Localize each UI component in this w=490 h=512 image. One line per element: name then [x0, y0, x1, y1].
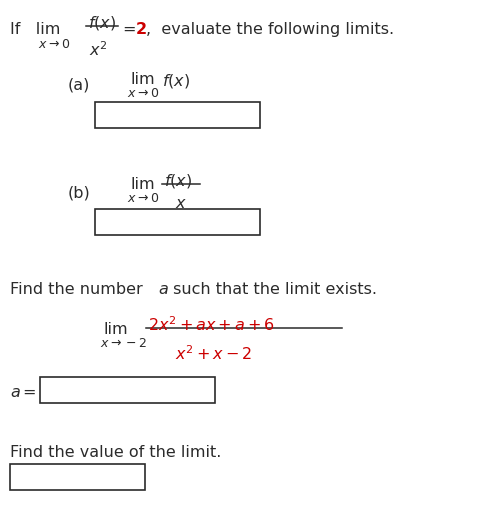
Text: $x^2$: $x^2$: [89, 40, 108, 59]
Text: Find the number: Find the number: [10, 282, 148, 297]
Text: $x$: $x$: [175, 196, 187, 211]
Text: $f(x)$: $f(x)$: [88, 14, 116, 32]
Text: $x \rightarrow 0$: $x \rightarrow 0$: [127, 192, 159, 205]
Text: If   lim: If lim: [10, 22, 60, 37]
Text: $x \rightarrow -2$: $x \rightarrow -2$: [100, 337, 147, 350]
Text: (b): (b): [68, 185, 91, 200]
Bar: [95, 209, 260, 235]
Text: 2: 2: [136, 22, 147, 37]
Text: $2x^2 + ax + a + 6$: $2x^2 + ax + a + 6$: [148, 315, 275, 334]
Text: lim: lim: [130, 177, 155, 192]
Text: (a): (a): [68, 78, 90, 93]
Text: $a$: $a$: [10, 385, 21, 400]
Text: such that the limit exists.: such that the limit exists.: [168, 282, 377, 297]
Text: $a$: $a$: [158, 282, 169, 297]
Bar: [10, 464, 145, 490]
Text: $f(x)$: $f(x)$: [162, 72, 190, 90]
Text: =: =: [22, 385, 35, 400]
Bar: [95, 102, 260, 128]
Text: lim: lim: [130, 72, 155, 87]
Bar: [40, 377, 215, 403]
Text: Find the value of the limit.: Find the value of the limit.: [10, 445, 221, 460]
Text: $x \rightarrow 0$: $x \rightarrow 0$: [38, 38, 70, 51]
Text: lim: lim: [103, 322, 127, 337]
Text: $x \rightarrow 0$: $x \rightarrow 0$: [127, 87, 159, 100]
Text: ,  evaluate the following limits.: , evaluate the following limits.: [146, 22, 394, 37]
Text: $x^2 + x - 2$: $x^2 + x - 2$: [175, 344, 252, 362]
Text: $f(x)$: $f(x)$: [164, 172, 192, 190]
Text: =: =: [122, 22, 136, 37]
